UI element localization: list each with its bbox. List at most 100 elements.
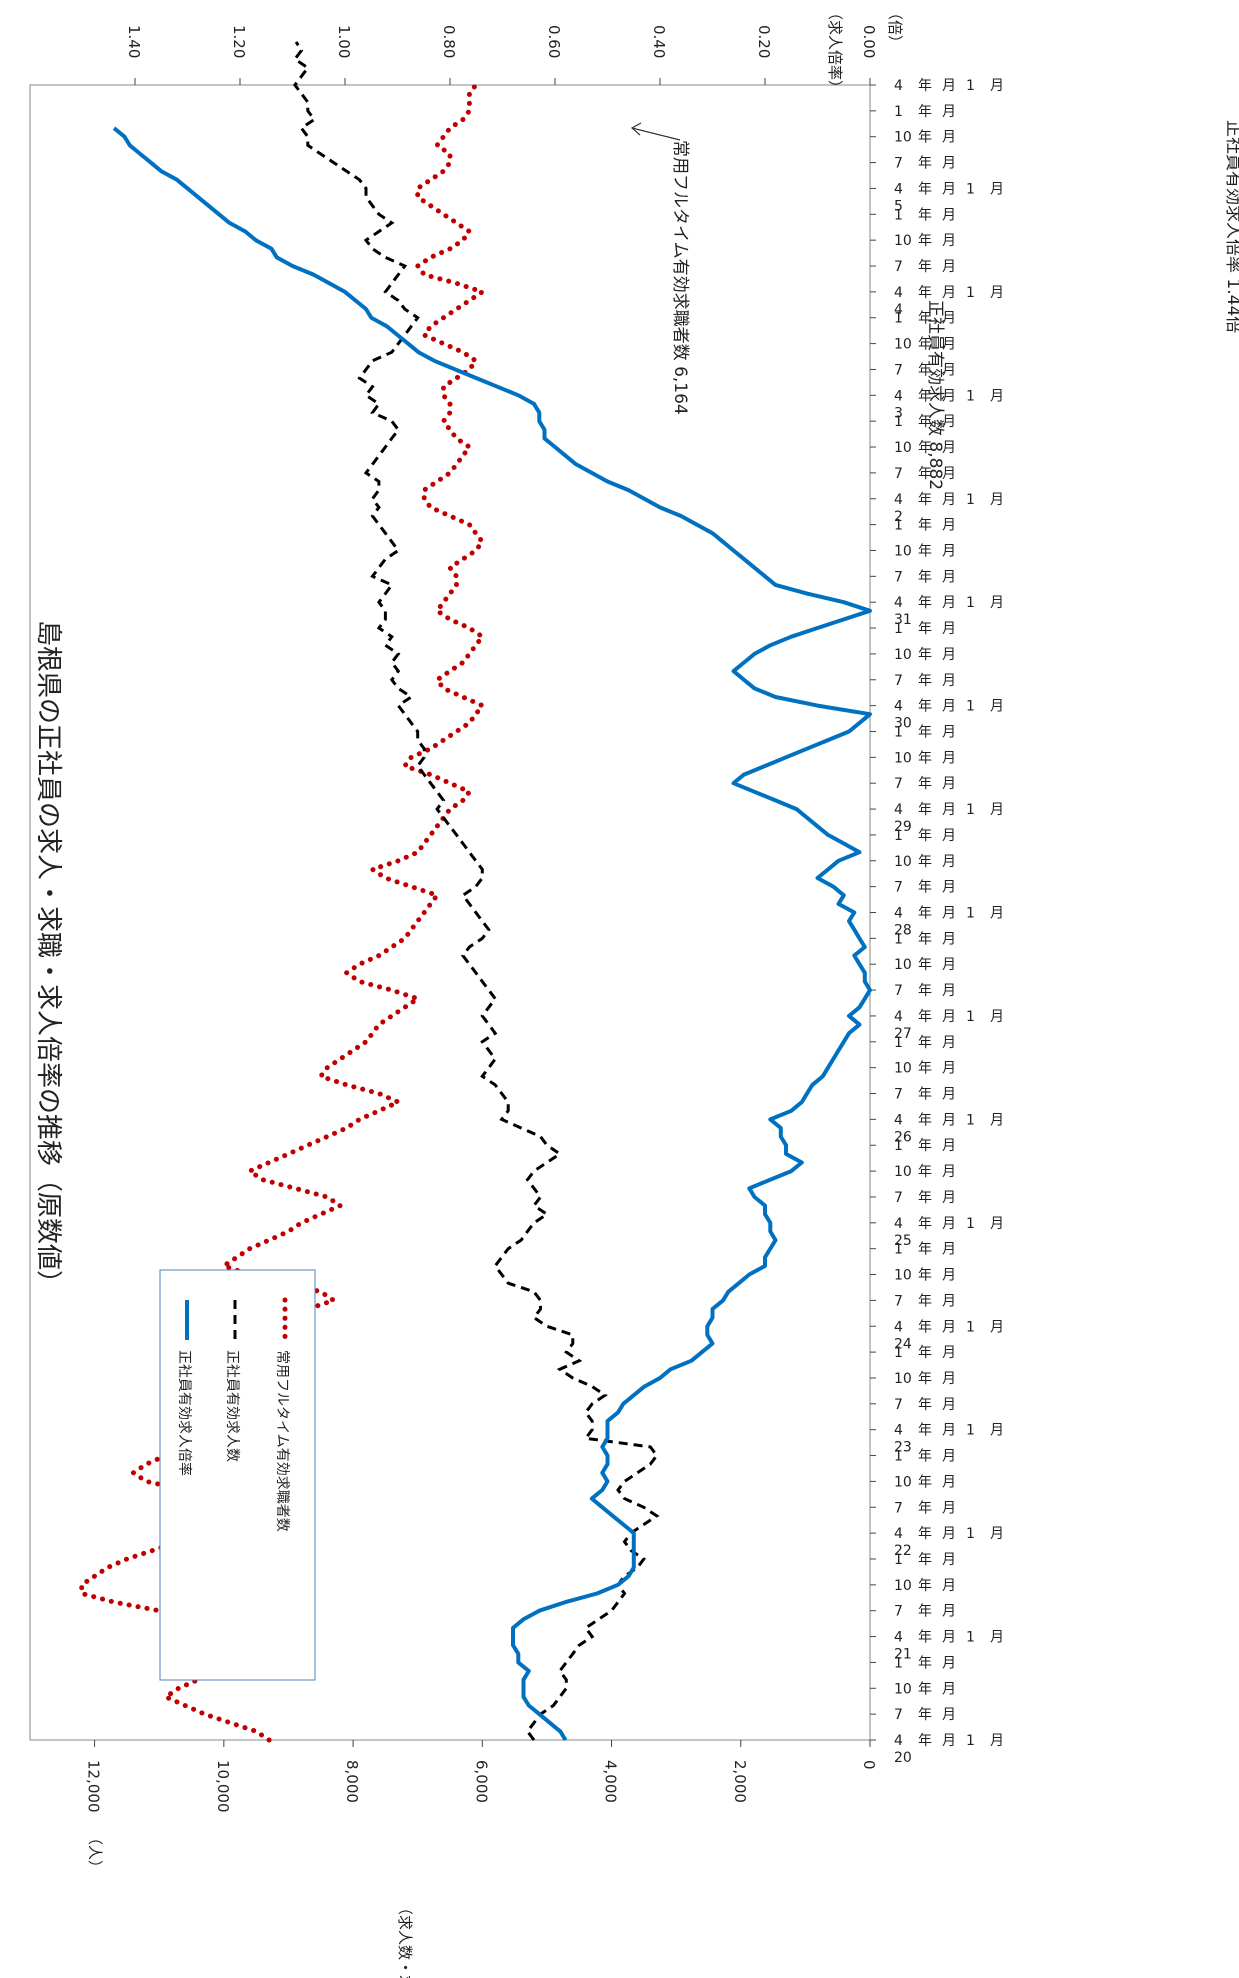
time-axis-one: 1	[966, 802, 975, 818]
time-axis-year-label: 28	[894, 923, 912, 939]
annotation-openings: 正社員有効求人数 8,882	[925, 300, 945, 490]
time-axis-month-char: 月	[942, 1190, 956, 1206]
time-axis-year-char: 年	[918, 1578, 932, 1594]
legend-label-seekers: 常用フルタイム有効求職者数	[274, 1350, 290, 1532]
time-axis-one: 1	[966, 1733, 975, 1749]
time-axis-month-char: 月	[942, 78, 956, 94]
time-axis-year-char: 年	[918, 1552, 932, 1568]
time-axis-year-char: 年	[918, 414, 932, 430]
time-axis-year-char: 年	[918, 311, 932, 327]
time-axis-month-label: 10	[894, 440, 912, 456]
time-axis-month-label: 10	[894, 1164, 912, 1180]
time-axis-month-label: 7	[894, 156, 903, 172]
time-axis-month-char: 月	[942, 414, 956, 430]
time-axis-one: 1	[966, 1526, 975, 1542]
time-axis-month-label: 4	[894, 699, 903, 715]
time-axis-month-char: 月	[942, 906, 956, 922]
time-axis-year-char: 年	[918, 828, 932, 844]
time-axis-one: 1	[966, 1319, 975, 1335]
time-axis-year-char: 年	[918, 1061, 932, 1077]
time-axis-month-label: 7	[894, 1397, 903, 1413]
time-axis-year-char: 年	[918, 259, 932, 275]
right-axis-tick-label: 1.00	[335, 25, 353, 58]
time-axis-year-char: 年	[918, 207, 932, 223]
series-layer	[79, 41, 872, 1743]
time-axis-month-label: 4	[894, 1526, 903, 1542]
time-axis-moon: 月	[990, 699, 1004, 715]
time-axis-month-char: 月	[942, 1009, 956, 1025]
time-axis-month-char: 月	[942, 1112, 956, 1128]
time-axis-month-label: 10	[894, 1371, 912, 1387]
time-axis-year-label: 29	[894, 819, 912, 835]
plot-area	[29, 84, 871, 1741]
time-axis-month-label: 4	[894, 906, 903, 922]
time-axis-year-char: 年	[918, 1397, 932, 1413]
annotation-seekers: 常用フルタイム有効求職者数 6,164	[670, 140, 690, 415]
time-axis-month-char: 月	[942, 828, 956, 844]
time-axis-month-label: 1	[894, 1035, 903, 1051]
time-axis-year-char: 年	[918, 156, 932, 172]
time-axis-month-label: 1	[894, 931, 903, 947]
series-line-dashed	[292, 41, 660, 1741]
time-axis-year-char: 年	[918, 931, 932, 947]
time-axis-moon: 月	[990, 1216, 1004, 1232]
time-axis-month-label: 4	[894, 1733, 903, 1749]
time-axis-year-char: 年	[918, 130, 932, 146]
time-axis-year-char: 年	[918, 518, 932, 534]
time-axis-month-char: 月	[942, 181, 956, 197]
time-axis-month-char: 月	[942, 1604, 956, 1620]
time-axis-month-char: 月	[942, 518, 956, 534]
time-axis-month-label: 1	[894, 414, 903, 430]
time-axis-month-char: 月	[942, 983, 956, 999]
time-axis-year-char: 年	[918, 1268, 932, 1284]
time-axis-year-char: 年	[918, 104, 932, 120]
left-axis-label: （求人数・求職者数）	[396, 1900, 414, 1978]
time-axis-month-char: 月	[942, 595, 956, 611]
time-axis-month-char: 月	[942, 1345, 956, 1361]
time-axis-year-label: 5	[894, 198, 903, 214]
time-axis-month-char: 月	[942, 1319, 956, 1335]
time-axis-moon: 月	[990, 1630, 1004, 1646]
time-axis-month-label: 10	[894, 543, 912, 559]
time-axis-month-label: 4	[894, 802, 903, 818]
time-axis-month-label: 4	[894, 285, 903, 301]
time-axis-month-char: 月	[942, 207, 956, 223]
time-axis-month-char: 月	[942, 311, 956, 327]
time-axis-year-char: 年	[918, 983, 932, 999]
annotation-seekers-arrowhead	[630, 122, 642, 136]
time-axis-month-label: 4	[894, 1009, 903, 1025]
time-axis-month-char: 月	[942, 1733, 956, 1749]
time-axis-month-char: 月	[942, 1681, 956, 1697]
time-axis-year-label: 25	[894, 1233, 912, 1249]
time-axis-year-char: 年	[918, 854, 932, 870]
time-axis-month-char: 月	[942, 724, 956, 740]
time-axis-month-char: 月	[942, 1655, 956, 1671]
time-axis-month-label: 10	[894, 130, 912, 146]
time-axis-year-label: 26	[894, 1129, 912, 1145]
time-axis-month-label: 7	[894, 880, 903, 896]
time-axis-year-char: 年	[918, 750, 932, 766]
time-axis-year-char: 年	[918, 1112, 932, 1128]
time-axis-year-char: 年	[918, 1526, 932, 1542]
time-axis-year-char: 年	[918, 362, 932, 378]
time-axis-month-label: 4	[894, 595, 903, 611]
time-axis-month-char: 月	[942, 1707, 956, 1723]
axes: 0 2,000 4,000 6,000 8,000 10,000 12,000 0.00 0.2…	[85, 25, 1004, 1813]
series-line-dotted	[79, 82, 488, 1743]
time-axis-year-char: 年	[918, 1423, 932, 1439]
time-axis-year-char: 年	[918, 1087, 932, 1103]
time-axis-month-label: 1	[894, 1655, 903, 1671]
time-axis-one: 1	[966, 699, 975, 715]
time-axis-month-label: 7	[894, 1087, 903, 1103]
right-axis-tick-label: 0.60	[545, 25, 563, 58]
time-axis-year-label: 3	[894, 405, 903, 421]
annotation-ratio: 正社員有効求人倍率 1.44倍	[1223, 120, 1239, 333]
time-axis-year-char: 年	[918, 388, 932, 404]
time-axis-month-label: 4	[894, 1112, 903, 1128]
time-axis-month-char: 月	[942, 931, 956, 947]
time-axis-month-label: 1	[894, 311, 903, 327]
time-axis-year-char: 年	[918, 906, 932, 922]
time-axis-month-char: 月	[942, 569, 956, 585]
time-axis-month-label: 10	[894, 1268, 912, 1284]
time-axis-year-char: 年	[918, 1604, 932, 1620]
